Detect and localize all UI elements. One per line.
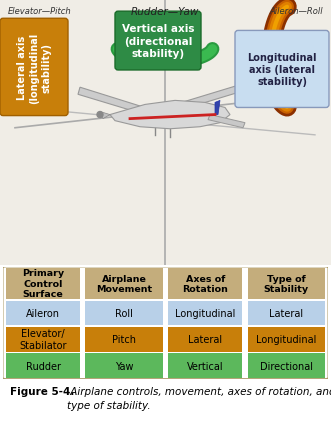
- FancyBboxPatch shape: [6, 327, 80, 352]
- Polygon shape: [172, 75, 275, 113]
- Text: Roll: Roll: [115, 308, 133, 318]
- Circle shape: [97, 112, 103, 118]
- Text: Aileron: Aileron: [26, 308, 60, 318]
- Text: Longitudinal
axis (lateral
stability): Longitudinal axis (lateral stability): [247, 53, 317, 87]
- Polygon shape: [208, 115, 245, 128]
- FancyBboxPatch shape: [85, 327, 163, 352]
- FancyBboxPatch shape: [168, 268, 242, 299]
- Text: Axes of
Rotation: Axes of Rotation: [182, 274, 228, 293]
- FancyBboxPatch shape: [248, 353, 325, 378]
- Text: Rudder: Rudder: [25, 361, 61, 371]
- Text: Longitudinal: Longitudinal: [175, 308, 235, 318]
- FancyBboxPatch shape: [248, 327, 325, 352]
- Text: Yaw: Yaw: [115, 361, 133, 371]
- Text: Longitudinal: Longitudinal: [256, 335, 316, 345]
- Polygon shape: [270, 72, 280, 83]
- Text: Directional: Directional: [260, 361, 313, 371]
- Text: Pitch: Pitch: [112, 335, 136, 345]
- Text: Lateral: Lateral: [188, 335, 222, 345]
- FancyBboxPatch shape: [248, 268, 325, 299]
- FancyBboxPatch shape: [235, 32, 329, 108]
- FancyBboxPatch shape: [115, 12, 201, 71]
- FancyBboxPatch shape: [6, 353, 80, 378]
- Text: Airplane controls, movement, axes of rotation, and
type of stability.: Airplane controls, movement, axes of rot…: [67, 386, 331, 410]
- Text: Elevator/
Stabilator: Elevator/ Stabilator: [19, 329, 67, 350]
- Text: Primary
Control
Surface: Primary Control Surface: [22, 269, 64, 299]
- FancyBboxPatch shape: [168, 327, 242, 352]
- FancyBboxPatch shape: [85, 353, 163, 378]
- Polygon shape: [78, 88, 148, 115]
- Text: Vertical axis
(directional
stability): Vertical axis (directional stability): [122, 24, 194, 59]
- FancyBboxPatch shape: [0, 19, 68, 117]
- Text: Rudder—Yaw: Rudder—Yaw: [131, 7, 199, 17]
- FancyBboxPatch shape: [85, 268, 163, 299]
- Polygon shape: [110, 101, 230, 130]
- FancyBboxPatch shape: [168, 353, 242, 378]
- Text: Airplane
Movement: Airplane Movement: [96, 274, 152, 293]
- FancyBboxPatch shape: [6, 301, 80, 325]
- FancyBboxPatch shape: [85, 301, 163, 325]
- Text: Lateral axis
(longitudinal
stability): Lateral axis (longitudinal stability): [17, 32, 51, 103]
- FancyBboxPatch shape: [248, 301, 325, 325]
- Text: Vertical: Vertical: [187, 361, 223, 371]
- Text: Aileron—Roll: Aileron—Roll: [269, 7, 323, 16]
- Text: Figure 5-4.: Figure 5-4.: [10, 386, 74, 396]
- Text: Lateral: Lateral: [269, 308, 304, 318]
- Text: Type of
Stability: Type of Stability: [264, 274, 309, 293]
- Polygon shape: [100, 112, 110, 119]
- Polygon shape: [215, 101, 220, 115]
- Text: Elevator—Pitch: Elevator—Pitch: [8, 7, 71, 16]
- FancyBboxPatch shape: [6, 268, 80, 299]
- FancyBboxPatch shape: [168, 301, 242, 325]
